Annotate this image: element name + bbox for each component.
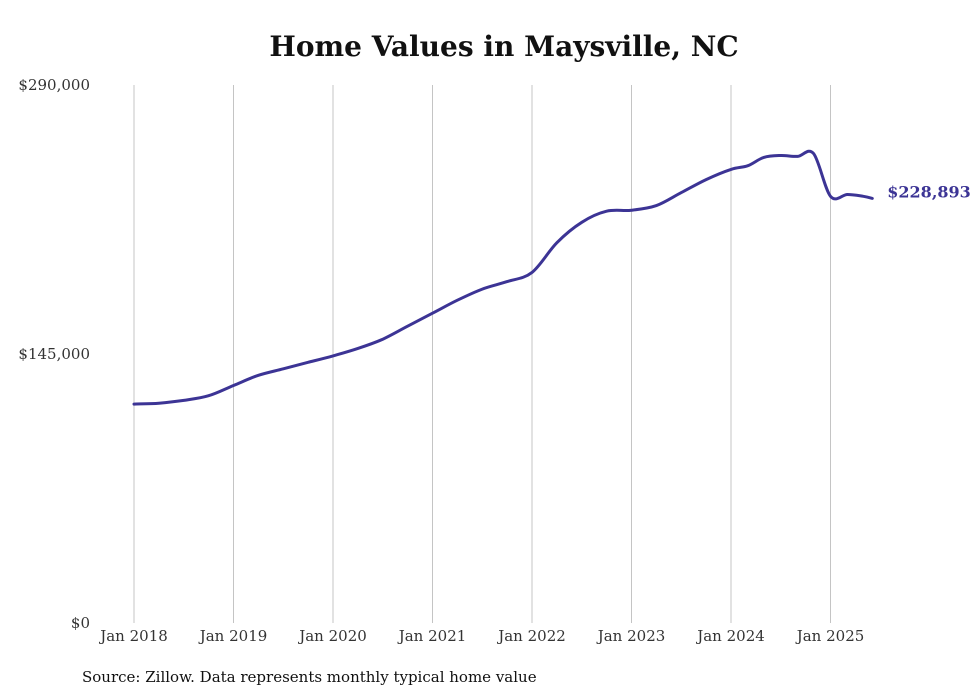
end-value-label: $228,893 (887, 182, 971, 201)
y-tick-label: $145,000 (18, 345, 90, 363)
series-line-home-value (132, 149, 874, 406)
x-tick-label: Jan 2023 (596, 627, 666, 645)
chart-title: Home Values in Maysville, NC (269, 30, 739, 63)
x-tick-label: Jan 2024 (695, 627, 765, 645)
x-tick-label: Jan 2018 (98, 627, 168, 645)
x-tick-label: Jan 2021 (397, 627, 467, 645)
x-tick-label: Jan 2020 (297, 627, 367, 645)
y-tick-label: $0 (71, 614, 90, 632)
y-tick-label: $290,000 (18, 76, 90, 94)
source-note: Source: Zillow. Data represents monthly … (82, 668, 537, 686)
x-tick-label: Jan 2022 (496, 627, 566, 645)
x-tick-label: Jan 2019 (198, 627, 268, 645)
x-tick-label: Jan 2025 (795, 627, 865, 645)
